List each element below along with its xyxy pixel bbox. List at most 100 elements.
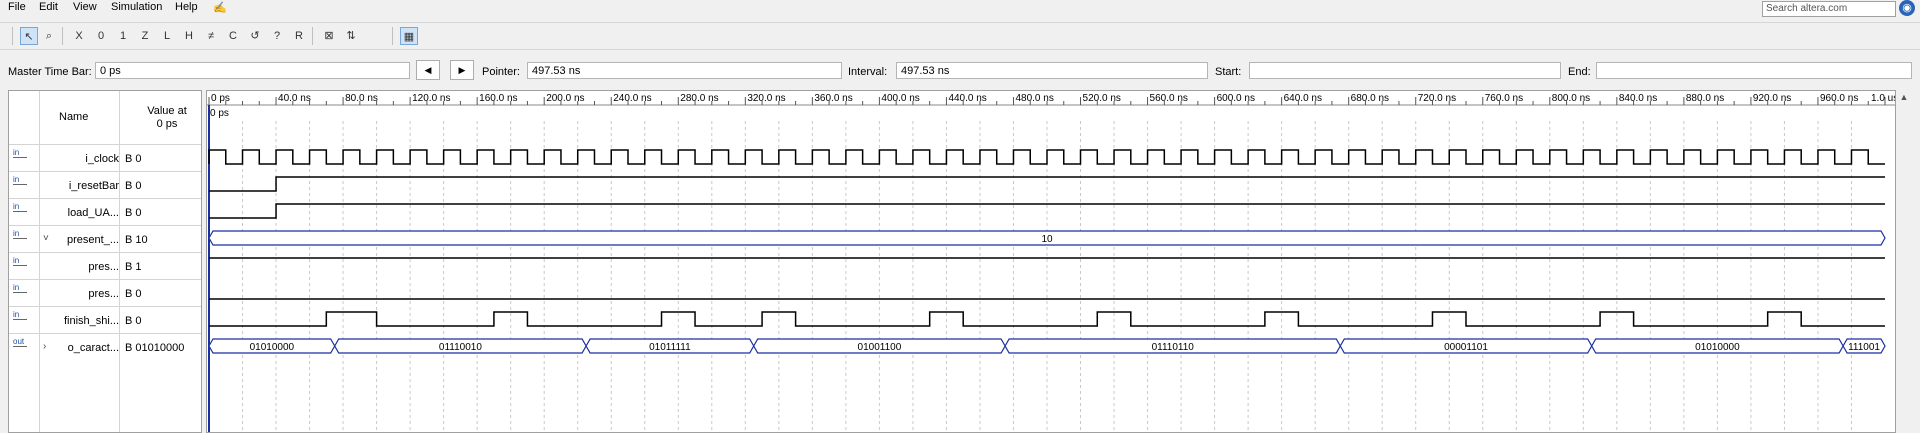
pointer-field[interactable]: 497.53 ns [527,62,842,79]
bus-value-label: 01010000 [250,342,295,353]
globe-icon[interactable]: ◉ [1899,0,1915,16]
interval-label: Interval: [848,66,887,78]
weak-high-icon[interactable]: H [180,27,198,45]
force-low-icon[interactable]: 0 [92,27,110,45]
bus-value-label: 111001 [1848,342,1880,353]
signal-list-panel: Name Value at 0 ps in i_clock B 0 in i_reset… [8,90,202,433]
clock-waveform [209,150,1885,164]
signal-row[interactable]: in pres... B 1 [9,252,201,279]
expand-chevron-icon[interactable]: ˅ [43,233,49,244]
input-pin-icon: in [13,284,31,293]
expand-chevron-icon[interactable]: › [43,341,46,352]
time-bar: Master Time Bar: 0 ps ◀ ▶ Pointer: 497.5… [0,58,1920,84]
time-tick-label: 600.0 ns [1217,93,1255,104]
menu-file[interactable]: File [8,1,26,13]
time-tick-label: 240.0 ns [613,93,651,104]
start-field[interactable] [1249,62,1561,79]
bus-value-label: 01110010 [439,342,482,353]
time-tick-label: 640.0 ns [1284,93,1322,104]
signal-row[interactable]: in i_resetBar B 0 [9,171,201,198]
pin-type-label: out [13,337,24,346]
time-tick-label: 920.0 ns [1753,93,1791,104]
input-pin-icon: in [13,230,31,239]
waveform-panel[interactable]: 0 ps 40.0 ns 80.0 ns 120.0 ns 160.0 ns 200.0 … [206,90,1896,433]
zoom-tool-icon[interactable]: ⌕ [40,27,58,45]
signal-name: pres... [57,261,119,273]
help-chat-icon[interactable]: ✍ [213,1,227,14]
signal-row[interactable]: in pres... B 0 [9,279,201,306]
time-tick-label: 400.0 ns [881,93,919,104]
pin-type-label: in [13,175,19,184]
clock-value-icon[interactable]: ↺ [246,27,264,45]
time-tick-label: 720.0 ns [1418,93,1456,104]
time-tick-label: 360.0 ns [814,93,852,104]
input-pin-icon: in [13,176,31,185]
signal-value: B 0 [125,180,142,192]
signal-value: B 10 [125,234,148,246]
signal-name: present_... [57,234,119,246]
input-pin-icon: in [13,257,31,266]
signal-row[interactable]: in i_clock B 0 [9,144,201,171]
waveform-canvas[interactable]: 0 ps 40.0 ns 80.0 ns 120.0 ns 160.0 ns 200.0 … [207,91,1896,433]
time-tick-label: 760.0 ns [1485,93,1523,104]
pointer-tool-icon[interactable]: ↖ [20,27,38,45]
pin-type-label: in [13,148,19,157]
time-tick-label: 840.0 ns [1619,93,1657,104]
master-time-bar-field[interactable]: 0 ps [95,62,410,79]
menu-help[interactable]: Help [175,1,198,13]
search-input[interactable]: Search altera.com [1762,1,1896,17]
x-value-icon[interactable]: X [70,27,88,45]
time-tick-label: 520.0 ns [1083,93,1121,104]
menu-edit[interactable]: Edit [39,1,58,13]
signal-value: B 1 [125,261,142,273]
menu-bar: File Edit View Simulation Help ✍ Search … [0,0,1920,16]
time-tick-label: 680.0 ns [1351,93,1389,104]
invert-icon[interactable]: ≠ [202,27,220,45]
scroll-up-arrow-icon[interactable]: ▲ [1897,92,1911,106]
output-pin-icon: out [13,338,31,347]
count-value-icon[interactable]: C [224,27,242,45]
weak-low-icon[interactable]: L [158,27,176,45]
signal-value: B 0 [125,315,142,327]
end-label: End: [1568,66,1591,78]
time-tick-label: 120.0 ns [412,93,450,104]
force-high-icon[interactable]: 1 [114,27,132,45]
time-tick-label: 440.0 ns [948,93,986,104]
time-tick-label: 800.0 ns [1552,93,1590,104]
name-column-header[interactable]: Name [59,111,88,123]
signal-name: pres... [57,288,119,300]
next-transition-button[interactable]: ▶ [450,60,474,80]
input-pin-icon: in [13,311,31,320]
high-impedance-icon[interactable]: Z [136,27,154,45]
arbitrary-value-icon[interactable]: ? [268,27,286,45]
snap-to-grid-icon[interactable]: ⊠ [320,27,338,45]
random-value-icon[interactable]: R [290,27,308,45]
signal-name: i_clock [57,153,119,165]
menu-view[interactable]: View [73,1,97,13]
time-tick-label: 280.0 ns [680,93,718,104]
time-tick-label: 880.0 ns [1686,93,1724,104]
interval-field[interactable]: 497.53 ns [896,62,1208,79]
time-tick-label: 1.0 us [1871,93,1896,104]
signal-name: finish_shi... [57,315,119,327]
pin-type-label: in [13,202,19,211]
signal-row[interactable]: in load_UA... B 0 [9,198,201,225]
grid-icon[interactable]: ▦ [400,27,418,45]
bus-value-label: 10 [1041,234,1053,245]
signal-row[interactable]: in ˅ present_... B 10 [9,225,201,252]
time-tick-label: 960.0 ns [1820,93,1858,104]
previous-transition-button[interactable]: ◀ [416,60,440,80]
menu-simulation[interactable]: Simulation [111,1,162,13]
signal-name: load_UA... [57,207,119,219]
input-pin-icon: in [13,203,31,212]
start-label: Start: [1215,66,1241,78]
pin-type-label: in [13,283,19,292]
value-column-header[interactable]: Value at 0 ps [129,105,205,131]
end-field[interactable] [1596,62,1912,79]
toolbar: ↖ ⌕ X 0 1 Z L H ≠ C ↺? R ⊠ ⇅ ▦ [0,22,1920,50]
pin-type-label: in [13,256,19,265]
signal-row[interactable]: out › o_caract... B 01010000 [9,333,201,360]
signal-row[interactable]: in finish_shi... B 0 [9,306,201,333]
signal-value: B 0 [125,153,142,165]
sort-icon[interactable]: ⇅ [342,27,360,45]
